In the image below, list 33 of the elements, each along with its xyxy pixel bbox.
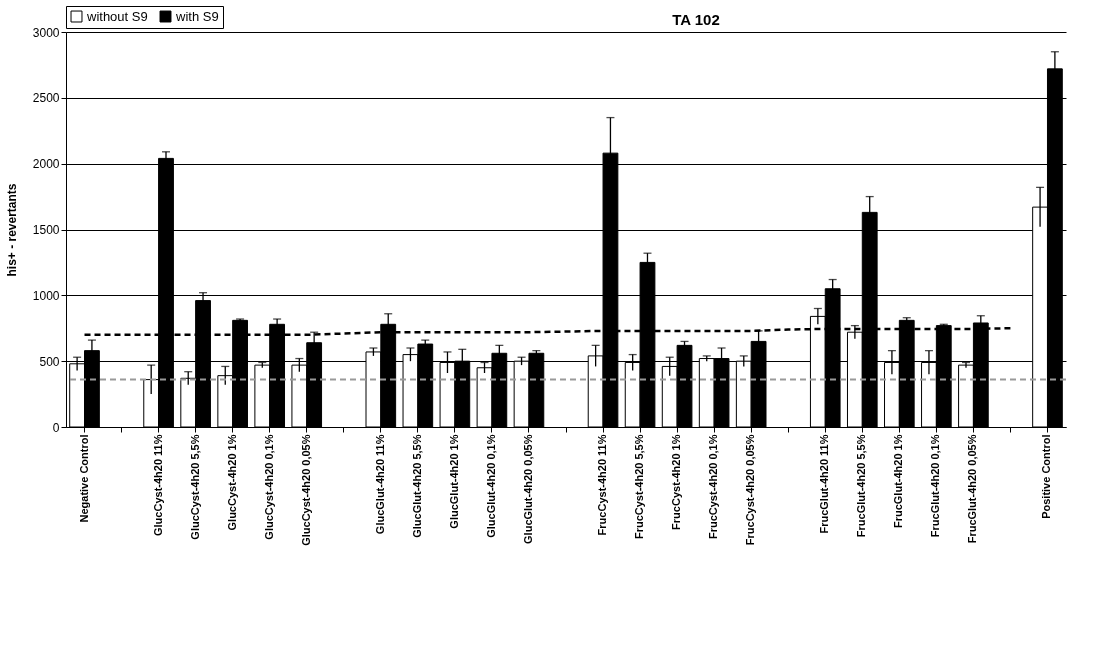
x-tick-label: GlucGlut-4h20 0,05% (521, 434, 534, 544)
x-tick-label: FrucGlut-4h20 1% (892, 434, 905, 529)
legend-label: with S9 (175, 8, 219, 24)
y-tick-label: 1500 (32, 223, 60, 237)
legend-label: without S9 (86, 8, 148, 24)
x-tick-label: Negative Control (77, 434, 90, 523)
x-tick-label: GlucCyst-4h20 11% (151, 434, 164, 536)
y-tick-label: 0 (52, 420, 60, 435)
x-tick-label: FrucGlut-4h20 11% (818, 434, 831, 534)
x-tick-label: FrucGlut-4h20 0,05% (966, 434, 979, 544)
y-tick-label: 2500 (32, 91, 60, 106)
x-tick-label: FrucCyst-4h20 11% (596, 434, 609, 536)
x-tick-label: FrucCyst-4h20 0,05% (744, 434, 757, 546)
y-tick-label: 500 (39, 354, 60, 369)
x-tick-label: FrucGlut-4h20 5,5% (855, 434, 868, 538)
chart-title: TA 102 (672, 10, 720, 28)
x-tick-label: GlucGlut-4h20 11% (373, 434, 386, 535)
y-tick-label: 2000 (32, 157, 60, 172)
x-tick-label: FrucGlut-4h20 0,1% (929, 434, 942, 538)
x-tick-label: FrucCyst-4h20 5,5% (633, 434, 646, 540)
x-tick-label: FrucCyst-4h20 1% (670, 434, 683, 530)
x-tick-label: GlucGlut-4h20 5,5% (410, 434, 423, 538)
x-tick-label: GlucGlut-4h20 1% (447, 434, 460, 529)
x-tick-label: GlucCyst-4h20 0,1% (262, 434, 275, 540)
x-tick-label: GlucCyst-4h20 1% (225, 434, 238, 531)
x-tick-label: GlucCyst-4h20 0,05% (299, 434, 312, 546)
y-tick-label: 1000 (32, 288, 60, 303)
x-tick-label: GlucCyst-4h20 5,5% (188, 434, 201, 540)
y-axis-title: his+ - revertants (4, 183, 19, 277)
x-tick-label: Positive Control (1040, 434, 1053, 519)
y-tick-label: 3000 (32, 25, 60, 40)
x-tick-label: FrucCyst-4h20 0,1% (707, 434, 720, 540)
x-tick-label: GlucGlut-4h20 0,1% (484, 434, 497, 538)
